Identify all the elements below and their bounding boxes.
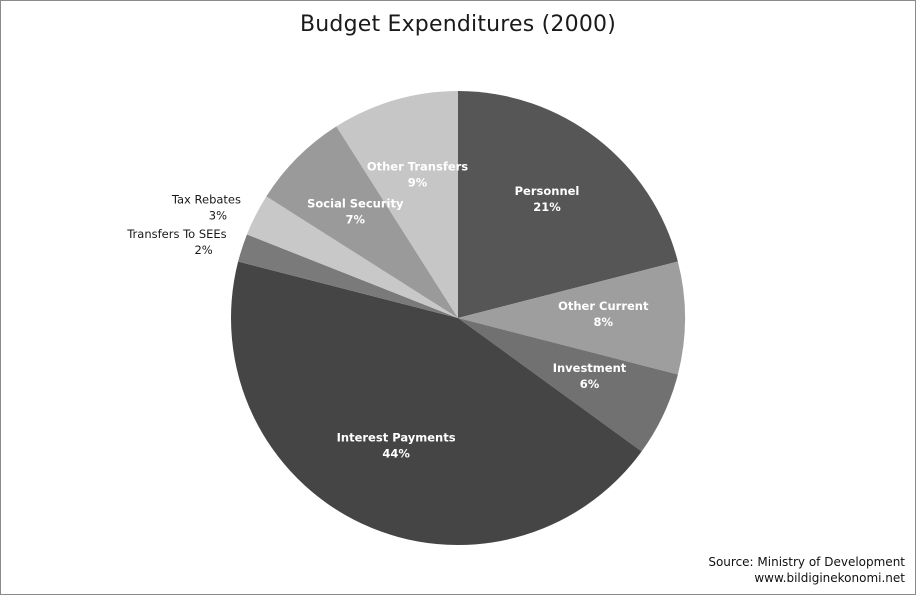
slice-value-social-security: 7%: [346, 212, 366, 226]
slice-label-other-transfers: Other Transfers: [367, 160, 468, 174]
slice-value-tax-rebates: 3%: [209, 209, 227, 223]
pie-slice-social-security: [266, 126, 458, 318]
source-line: Source: Ministry of Development: [708, 555, 905, 569]
slice-value-personnel: 21%: [533, 200, 561, 214]
chart-title: Budget Expenditures (2000): [299, 12, 617, 37]
pie-slices: [230, 91, 686, 546]
pie-slice-interest-payments: [230, 261, 642, 546]
pie-slice-other-current: [458, 261, 686, 375]
pie-slice-transfers-to-sees: [238, 234, 458, 318]
slice-value-investment: 6%: [580, 377, 600, 391]
source-note: Source: Ministry of Development www.bild…: [708, 554, 905, 586]
pie-labels: Personnel 21% Other Current 8% Investment 6% I…: [126, 160, 649, 461]
slice-label-investment: Investment: [553, 361, 627, 375]
pie-slice-other-transfers: [336, 91, 458, 318]
slice-label-transfers-to-sees: Transfers To SEEs: [126, 227, 226, 241]
pie-slice-investment: [458, 318, 678, 452]
slice-value-interest-payments: 44%: [382, 447, 410, 461]
pie-slice-tax-rebates: [246, 196, 458, 318]
slice-label-personnel: Personnel: [515, 184, 580, 198]
pie-slice-personnel: [458, 91, 678, 318]
slice-value-other-transfers: 9%: [408, 176, 428, 190]
slice-label-other-current: Other Current: [558, 299, 649, 313]
slice-label-tax-rebates: Tax Rebates: [171, 193, 241, 207]
source-website: www.bildiginekonomi.net: [754, 571, 905, 585]
slice-value-other-current: 8%: [594, 315, 614, 329]
slice-label-social-security: Social Security: [307, 196, 404, 210]
slice-value-transfers-to-sees: 2%: [194, 243, 212, 257]
slice-label-interest-payments: Interest Payments: [337, 431, 456, 445]
